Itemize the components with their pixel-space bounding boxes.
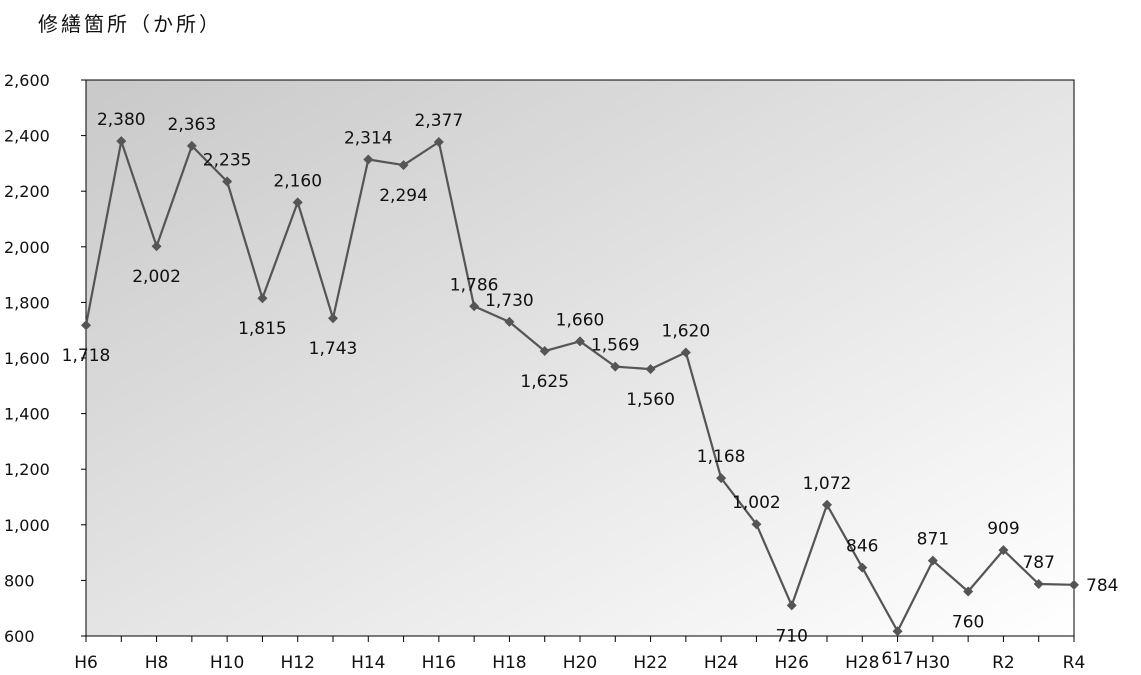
data-point — [222, 176, 233, 187]
y-tick-label: 600 — [4, 627, 35, 646]
data-point — [822, 499, 832, 510]
data-point — [892, 626, 903, 637]
data-point — [116, 136, 127, 147]
data-point — [610, 361, 621, 372]
data-label: 871 — [917, 530, 949, 550]
data-point — [151, 241, 162, 252]
data-point — [927, 555, 938, 566]
data-label: 1,620 — [662, 321, 711, 341]
x-tick-label: H30 — [916, 653, 950, 673]
data-label: 1,786 — [450, 275, 499, 295]
data-point — [186, 140, 197, 151]
y-tick-label: 1,800 — [4, 293, 50, 312]
data-label: 2,363 — [168, 115, 217, 135]
x-tick-label: R4 — [1063, 653, 1086, 673]
y-tick-label: 2,600 — [4, 71, 50, 90]
data-label: 1,660 — [556, 310, 605, 330]
data-label: 1,730 — [485, 291, 534, 311]
data-point — [786, 600, 797, 611]
data-label: 846 — [846, 537, 878, 557]
data-label: 760 — [952, 613, 984, 633]
data-label: 784 — [1086, 576, 1118, 596]
x-tick-label: H20 — [563, 653, 597, 673]
data-label: 909 — [987, 519, 1019, 539]
data-point — [257, 293, 268, 304]
y-tick-label: 1,600 — [4, 349, 50, 368]
data-point — [292, 197, 303, 208]
data-label: 1,625 — [520, 372, 569, 392]
x-tick-label: H12 — [281, 653, 315, 673]
data-point — [680, 347, 691, 358]
data-point — [1033, 579, 1044, 590]
data-label: 1,560 — [626, 390, 675, 410]
x-tick-label: H22 — [633, 653, 667, 673]
data-point — [645, 364, 656, 375]
data-label: 2,314 — [344, 129, 393, 149]
data-point — [857, 562, 868, 573]
data-label: 2,380 — [97, 110, 146, 130]
y-tick-label: 1,400 — [4, 405, 50, 424]
data-point — [575, 336, 585, 347]
data-label: 617 — [881, 649, 913, 669]
data-point — [81, 320, 91, 331]
data-label: 1,743 — [309, 339, 358, 359]
data-label: 1,569 — [591, 336, 640, 356]
data-point — [433, 136, 444, 147]
data-label: 1,002 — [732, 493, 781, 513]
x-tick-label: H18 — [492, 653, 526, 673]
data-label: 2,235 — [203, 150, 252, 170]
data-label: 2,160 — [273, 171, 322, 191]
x-tick-label: H6 — [74, 653, 98, 673]
x-tick-label: R2 — [992, 653, 1015, 673]
y-tick-label: 2,200 — [4, 182, 50, 201]
x-tick-label: H16 — [422, 653, 456, 673]
data-point — [539, 346, 550, 357]
data-point — [1069, 579, 1079, 590]
data-point — [504, 316, 515, 327]
data-label: 1,072 — [803, 474, 852, 494]
x-tick-label: H24 — [704, 653, 738, 673]
x-tick-label: H28 — [845, 653, 879, 673]
data-label: 1,815 — [238, 319, 287, 339]
data-point — [716, 473, 727, 484]
data-point — [963, 586, 974, 597]
data-label: 1,718 — [62, 346, 111, 366]
y-tick-label: 1,000 — [4, 516, 50, 535]
data-point — [469, 301, 480, 312]
data-label: 787 — [1022, 553, 1054, 573]
data-label: 710 — [775, 626, 807, 646]
y-tick-label: 1,200 — [4, 460, 50, 479]
x-tick-label: H8 — [145, 653, 169, 673]
x-tick-label: H10 — [210, 653, 244, 673]
data-label: 2,002 — [132, 267, 181, 287]
data-point — [751, 519, 762, 530]
data-label: 1,168 — [697, 447, 746, 467]
y-tick-label: 800 — [4, 571, 35, 590]
y-tick-label: 2,400 — [4, 127, 50, 146]
chart-title: 修繕箇所（か所） — [38, 12, 222, 36]
x-tick-label: H14 — [351, 653, 385, 673]
data-point — [328, 313, 338, 324]
data-label: 2,377 — [415, 111, 464, 131]
data-point — [363, 154, 374, 165]
data-point — [998, 545, 1009, 556]
y-tick-label: 2,000 — [4, 238, 50, 257]
plot-area — [85, 79, 1075, 637]
data-label: 2,294 — [379, 186, 428, 206]
x-tick-label: H26 — [775, 653, 809, 673]
data-point — [398, 160, 409, 171]
